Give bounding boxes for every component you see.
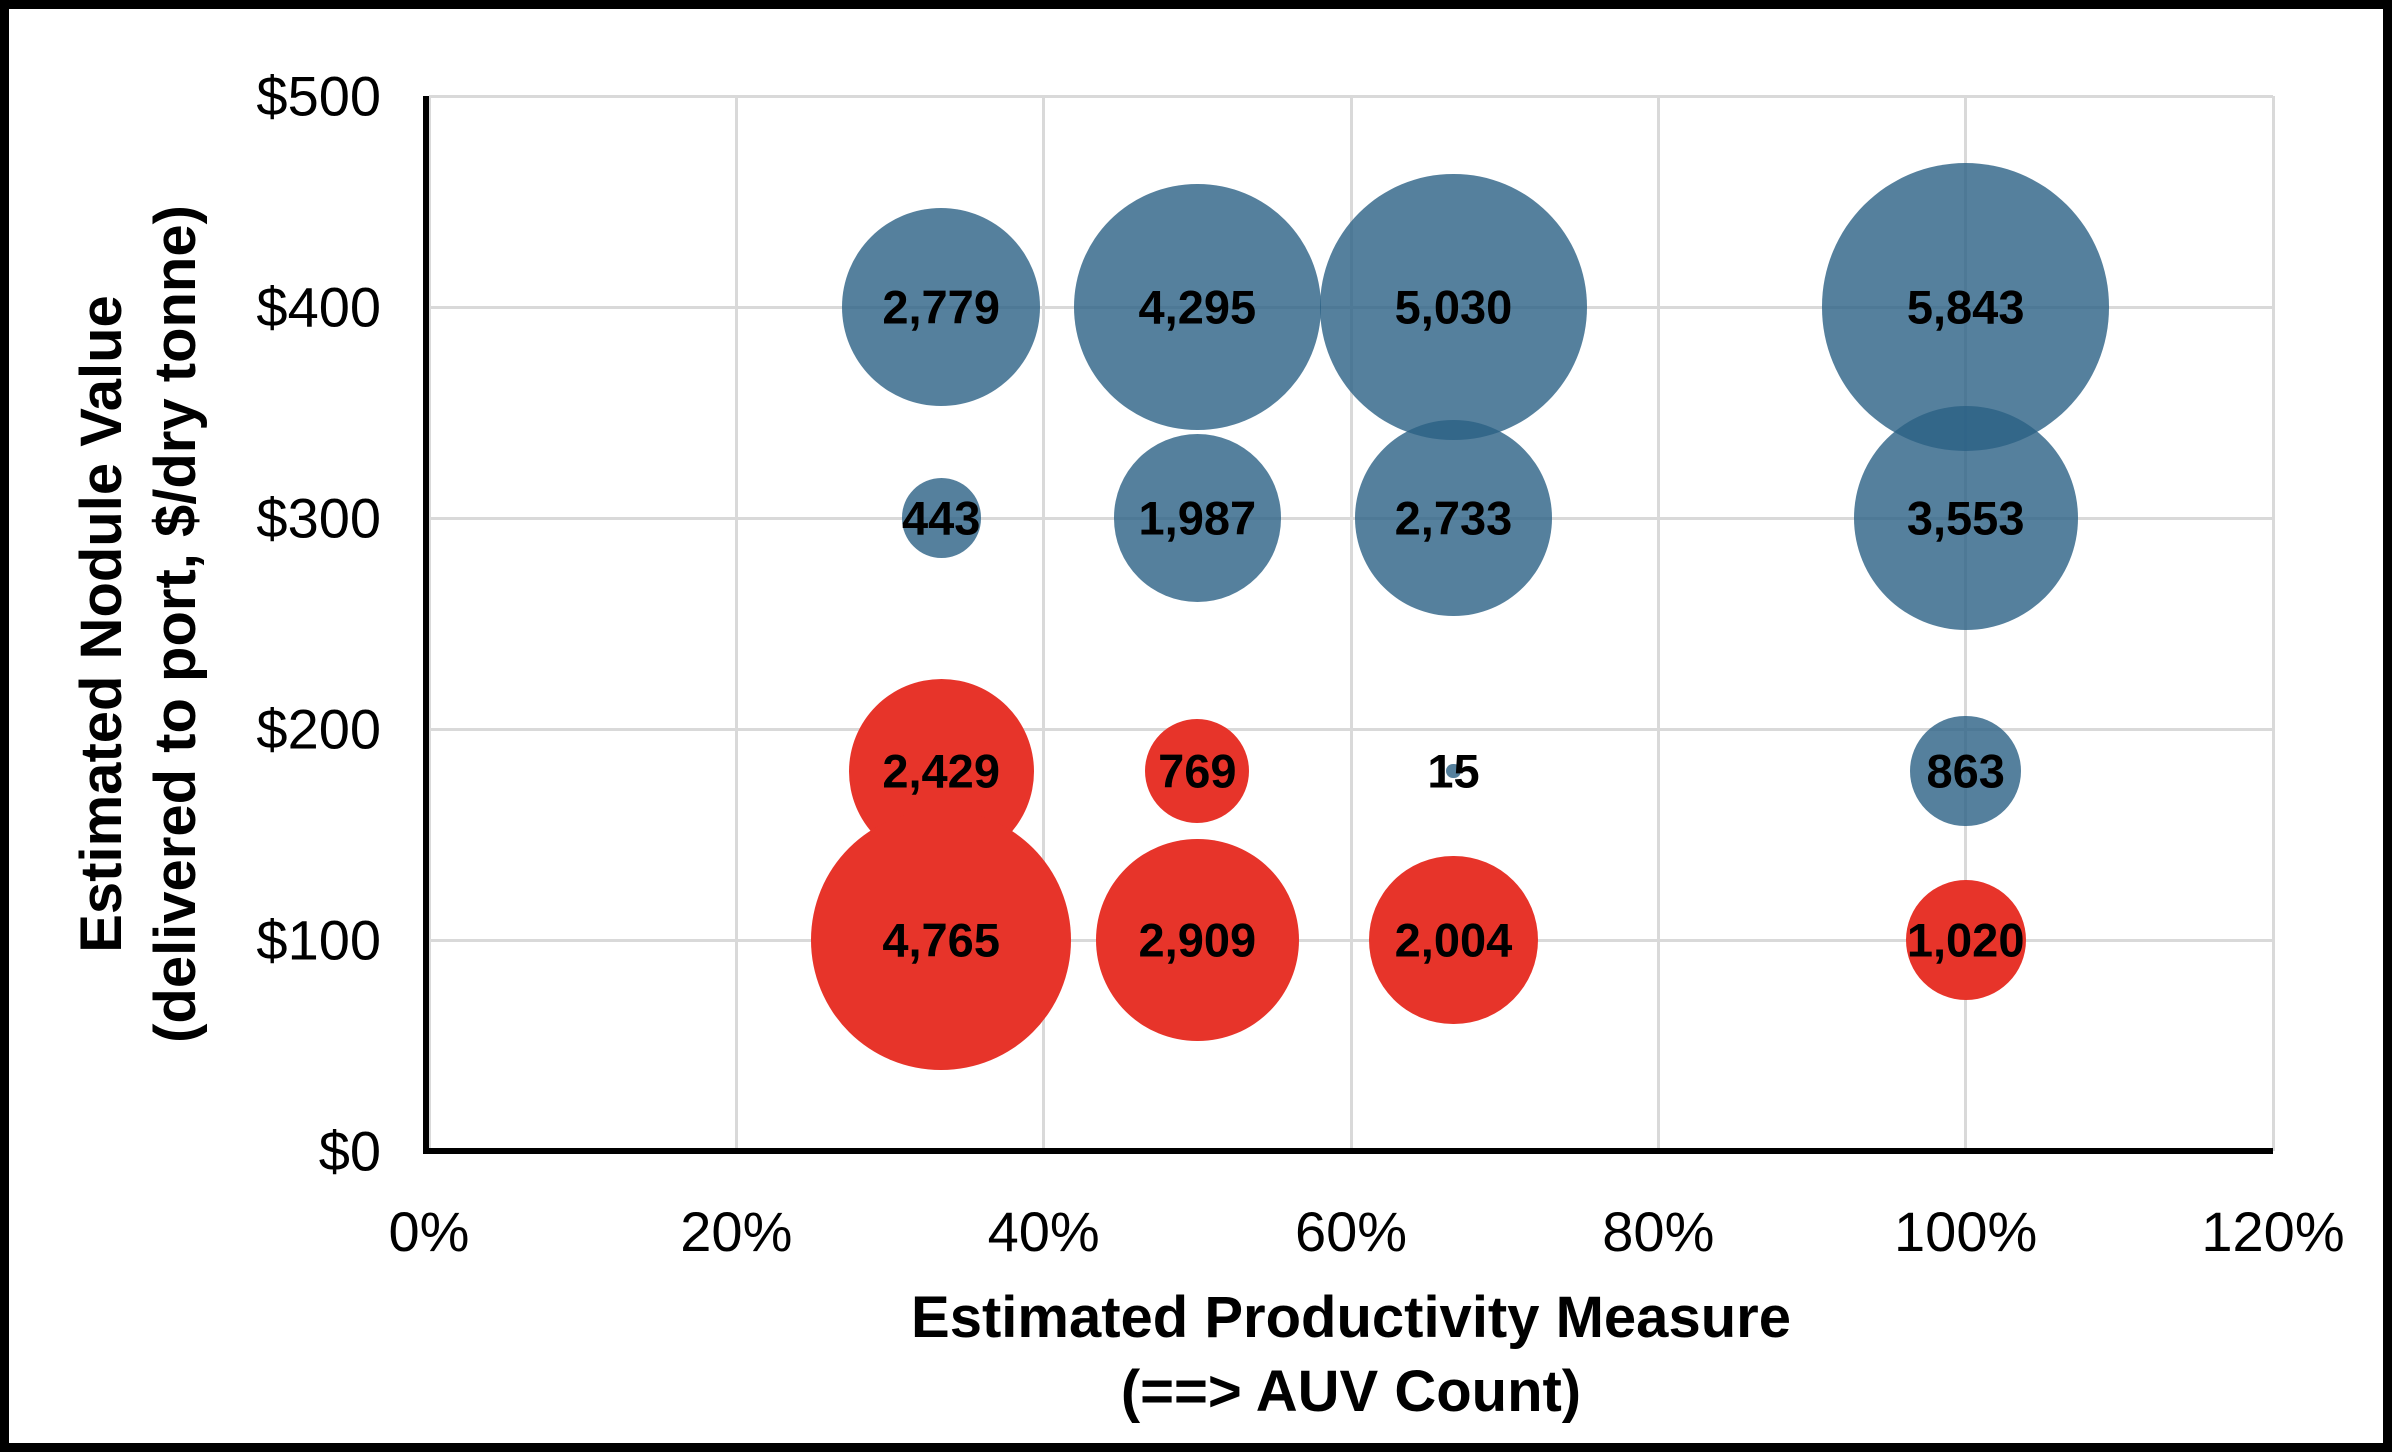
v-gridline-20% [734, 96, 738, 1151]
y-tick-label-$100: $100 [256, 908, 381, 972]
blue-series-bubble-15 [1446, 763, 1461, 779]
bubble-value-label-4765: 4,765 [882, 913, 1000, 967]
v-gridline-80% [1656, 96, 1660, 1151]
x-tick-label-120%: 120% [2201, 1200, 2345, 1263]
v-gridline-120% [2271, 96, 2275, 1151]
blue-series-bubble-4295 [1074, 183, 1321, 431]
h-gridline-$200 [429, 727, 2273, 731]
y-axis-title: Estimated Nodule Value (delivered to por… [65, 205, 213, 1043]
v-gridline-40% [1042, 96, 1046, 1151]
bubble-value-label-1987: 1,987 [1138, 491, 1257, 545]
blue-series-bubble-5843 [1821, 163, 2110, 451]
bubble-value-label-5030: 5,030 [1394, 280, 1513, 334]
v-gridline-0% [427, 96, 431, 1151]
y-tick-label-$400: $400 [256, 275, 381, 339]
h-gridline-$300 [429, 516, 2273, 520]
x-axis-title: Estimated Productivity Measure (==> AUV … [429, 1281, 2273, 1429]
bubble-value-label-2779: 2,779 [882, 280, 1000, 334]
blue-series-bubble-3553 [1853, 405, 2078, 631]
x-tick-label-40%: 40% [987, 1200, 1100, 1263]
x-tick-label-60%: 60% [1294, 1200, 1408, 1263]
blue-series-bubble-5030 [1320, 173, 1587, 441]
red-series-bubble-4765 [811, 810, 1071, 1070]
y-tick-label-$0: $0 [318, 1119, 381, 1183]
v-gridline-60% [1349, 96, 1353, 1151]
x-axis-line [423, 1148, 2273, 1154]
y-tick-label-$200: $200 [256, 697, 381, 761]
x-tick-label-80%: 80% [1602, 1200, 1715, 1263]
y-tick-label-$500: $500 [256, 64, 381, 128]
x-tick-label-20%: 20% [680, 1200, 793, 1263]
bubble-value-label-15: 15 [1427, 744, 1480, 798]
red-series-bubble-2004 [1369, 855, 1538, 1025]
y-tick-label-$300: $300 [256, 486, 381, 550]
bubble-value-label-5843: 5,843 [1906, 280, 2025, 334]
x-axis-title-line2: (==> AUV Count) [1120, 1359, 1582, 1424]
x-tick-label-100%: 100% [1894, 1200, 2038, 1263]
y-axis-title-line2: (delivered to port, $/dry tonne) [143, 204, 208, 1043]
h-gridline-$500 [429, 94, 2273, 98]
y-axis-line [423, 96, 429, 1154]
red-series-bubble-769 [1145, 719, 1250, 824]
x-axis-title-line1: Estimated Productivity Measure [911, 1285, 1791, 1350]
blue-series-bubble-443 [901, 478, 981, 558]
blue-series-bubble-2733 [1355, 419, 1552, 617]
bubble-value-label-2909: 2,909 [1138, 913, 1257, 967]
bubble-value-label-3553: 3,553 [1906, 491, 2025, 545]
blue-series-bubble-1987 [1113, 434, 1282, 602]
bubble-value-label-4295: 4,295 [1138, 280, 1257, 334]
red-series-bubble-2909 [1095, 838, 1299, 1042]
blue-series-bubble-2779 [842, 207, 1041, 407]
bubble-value-label-2429: 2,429 [882, 744, 1000, 798]
bubble-value-label-2004: 2,004 [1394, 913, 1513, 967]
bubble-value-label-2733: 2,733 [1394, 491, 1513, 545]
x-tick-label-0%: 0% [388, 1200, 470, 1263]
bubble-value-label-863: 863 [1926, 744, 2005, 798]
h-gridline-$100 [429, 938, 2273, 942]
blue-series-bubble-863 [1910, 715, 2021, 827]
bubble-value-label-769: 769 [1158, 744, 1237, 798]
red-series-bubble-1020 [1905, 879, 2026, 1001]
y-axis-title-line1: Estimated Nodule Value [69, 294, 134, 953]
bubble-value-label-1020: 1,020 [1906, 913, 2025, 967]
bubble-value-label-443: 443 [901, 491, 981, 545]
